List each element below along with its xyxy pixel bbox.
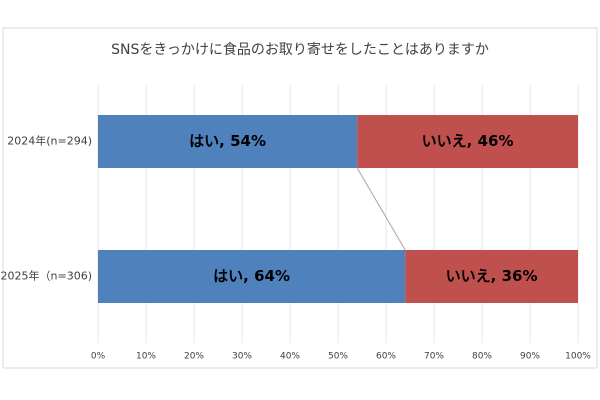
x-tick-label: 70% [424, 352, 444, 362]
y-tick-label: 2024年(n=294) [7, 134, 92, 148]
data-label: いいえ, 36% [446, 267, 538, 285]
x-tick-label: 20% [184, 352, 204, 362]
x-tick-label: 90% [520, 352, 540, 362]
x-tick-label: 100% [565, 352, 591, 362]
data-label: いいえ, 46% [422, 132, 514, 150]
data-label: はい, 64% [213, 267, 290, 285]
data-label: はい, 54% [189, 132, 266, 150]
x-tick-label: 10% [136, 352, 156, 362]
x-tick-label: 40% [280, 352, 300, 362]
x-tick-label: 80% [472, 352, 492, 362]
bar-segment [98, 115, 358, 168]
x-tick-label: 60% [376, 352, 396, 362]
series-line [356, 167, 406, 251]
bar-segment [357, 115, 578, 168]
x-tick-label: 30% [232, 352, 252, 362]
x-tick-label: 50% [328, 352, 348, 362]
chart-frame [2, 27, 598, 369]
chart-title: SNSをきっかけに食品のお取り寄せをしたことはありますか [111, 41, 489, 58]
bar-segment [405, 250, 578, 303]
y-tick-label: 2025年（n=306) [1, 269, 92, 283]
bar-segment [98, 250, 406, 303]
x-tick-label: 0% [91, 352, 106, 362]
